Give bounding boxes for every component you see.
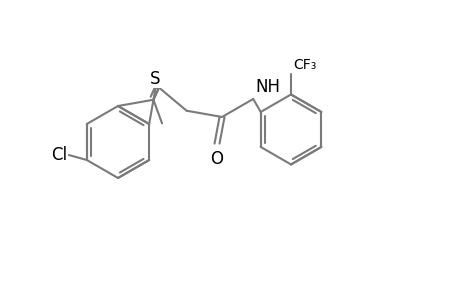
Text: O: O — [210, 150, 223, 168]
Text: CF₃: CF₃ — [292, 58, 316, 73]
Text: S: S — [150, 70, 160, 88]
Text: Cl: Cl — [50, 146, 67, 164]
Text: NH: NH — [255, 78, 280, 96]
